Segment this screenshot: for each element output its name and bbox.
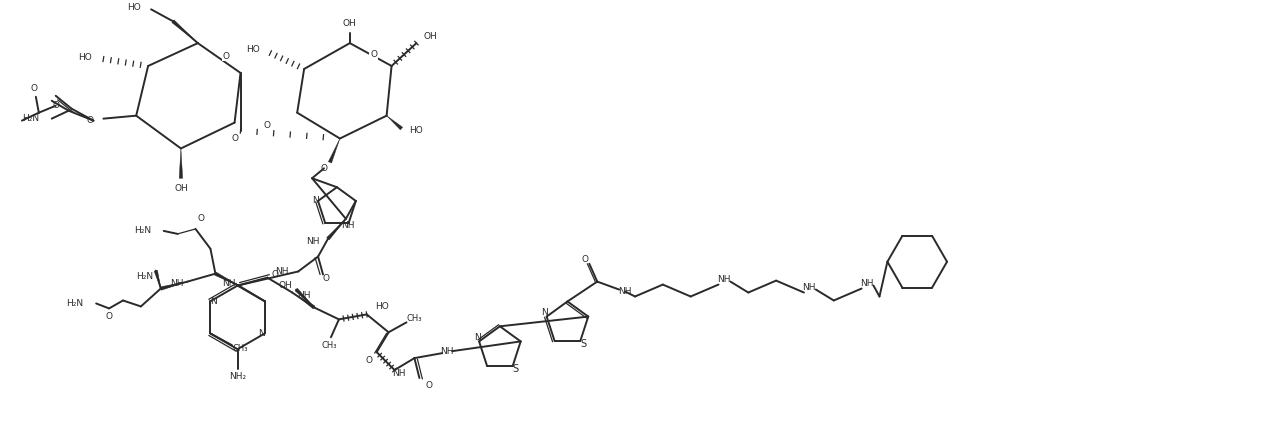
- Text: O: O: [222, 52, 230, 60]
- Text: HO: HO: [245, 45, 259, 53]
- Text: H₂N: H₂N: [66, 299, 83, 308]
- Text: O: O: [370, 50, 377, 59]
- Text: S: S: [512, 364, 518, 374]
- Text: CH₃: CH₃: [232, 344, 248, 353]
- Text: NH: NH: [859, 279, 873, 288]
- Text: O: O: [31, 85, 37, 93]
- Text: NH₂: NH₂: [229, 372, 246, 381]
- Polygon shape: [295, 288, 314, 307]
- Text: NH: NH: [298, 291, 310, 300]
- Text: O: O: [365, 356, 372, 364]
- Text: O: O: [264, 121, 271, 130]
- Text: NH: NH: [170, 279, 184, 288]
- Text: OH: OH: [344, 19, 356, 28]
- Text: HO: HO: [410, 126, 423, 135]
- Text: CH₃: CH₃: [322, 341, 337, 350]
- Polygon shape: [161, 282, 188, 290]
- Text: CH₃: CH₃: [406, 314, 423, 323]
- Polygon shape: [172, 20, 198, 43]
- Text: O: O: [425, 381, 433, 390]
- Text: OH: OH: [278, 281, 292, 290]
- Text: HO: HO: [128, 3, 142, 12]
- Text: NH: NH: [275, 267, 289, 276]
- Text: NH: NH: [441, 346, 453, 356]
- Polygon shape: [327, 219, 346, 240]
- Text: H₂N: H₂N: [134, 226, 151, 235]
- Text: OH: OH: [174, 184, 188, 193]
- Text: H₂N: H₂N: [22, 114, 38, 123]
- Text: S: S: [580, 339, 586, 349]
- Text: NH: NH: [341, 221, 354, 230]
- Text: O: O: [321, 164, 327, 173]
- Polygon shape: [155, 270, 161, 289]
- Text: O: O: [323, 274, 329, 283]
- Text: O: O: [222, 52, 230, 60]
- Text: O: O: [231, 134, 238, 143]
- Text: NH: NH: [716, 275, 730, 284]
- Polygon shape: [387, 116, 402, 130]
- Text: N: N: [312, 196, 318, 205]
- Text: O: O: [272, 270, 278, 279]
- Text: O: O: [52, 101, 59, 110]
- Text: O: O: [87, 116, 93, 125]
- Text: NH: NH: [618, 287, 632, 296]
- Text: O: O: [106, 312, 112, 321]
- Text: O: O: [197, 215, 204, 223]
- Text: NH: NH: [392, 368, 405, 378]
- Text: HO: HO: [78, 53, 92, 61]
- Text: N: N: [541, 308, 548, 317]
- Text: HO: HO: [374, 302, 388, 311]
- Polygon shape: [179, 148, 183, 178]
- Text: NH: NH: [802, 283, 816, 292]
- Text: OH: OH: [424, 32, 437, 41]
- Text: O: O: [582, 255, 589, 264]
- Text: NH: NH: [222, 279, 235, 288]
- Polygon shape: [328, 138, 340, 163]
- Text: N: N: [258, 329, 264, 338]
- Text: H₂N: H₂N: [135, 272, 153, 281]
- Polygon shape: [298, 296, 315, 309]
- Polygon shape: [215, 272, 240, 286]
- Text: NH: NH: [306, 237, 321, 246]
- Text: N: N: [211, 297, 217, 306]
- Text: N: N: [474, 333, 480, 342]
